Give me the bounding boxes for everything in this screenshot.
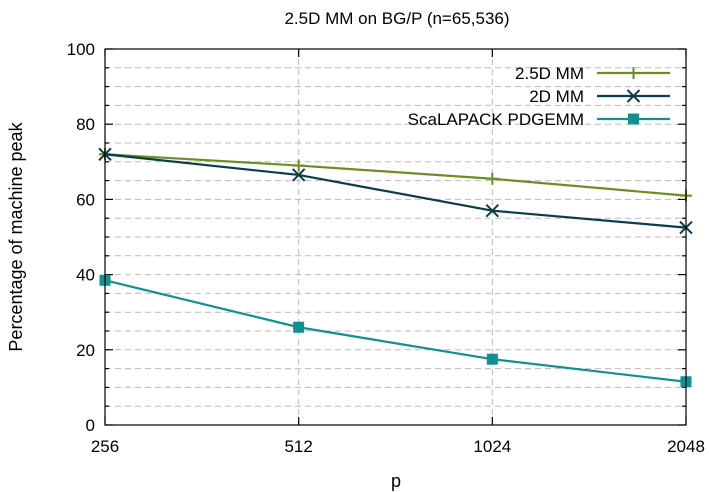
marker-plus — [486, 172, 499, 185]
chart-title: 2.5D MM on BG/P (n=65,536) — [284, 9, 509, 28]
y-axis-label: Percentage of machine peak — [6, 121, 26, 351]
marker-plus — [627, 67, 640, 79]
x-axis-label: p — [391, 471, 401, 491]
series-line-1 — [104, 153, 687, 229]
marker-cross-b — [626, 89, 641, 103]
x-tick-label: 1024 — [473, 437, 511, 456]
marker-cross-b — [291, 168, 306, 182]
y-tick-label: 40 — [76, 266, 95, 285]
x-tick-label: 512 — [284, 437, 312, 456]
series-line-0 — [104, 153, 687, 197]
marker-cross-b — [485, 203, 500, 218]
plot-frame — [104, 48, 687, 426]
legend-label-2: ScaLAPACK PDGEMM — [408, 110, 584, 129]
marker-square — [628, 113, 639, 125]
y-tick-label: 100 — [67, 40, 95, 59]
marker-square — [486, 353, 498, 365]
marker-square — [293, 321, 305, 333]
y-tick-label: 20 — [76, 341, 95, 360]
marker-cross — [626, 89, 641, 103]
marker-plus — [292, 159, 305, 172]
series-line-2 — [104, 279, 687, 383]
x-tick-label: 256 — [91, 437, 119, 456]
axes: 0 20 40 60 80 100 256 512 1024 2048 — [67, 40, 705, 456]
legend-label-1: 2D MM — [529, 87, 584, 106]
x-tick-label: 2048 — [667, 437, 705, 456]
legend: 2.5D MM 2D MM ScaLAPACK PDGEMM — [408, 64, 670, 129]
marker-cross — [291, 168, 306, 182]
series-layer — [98, 147, 693, 388]
legend-label-0: 2.5D MM — [515, 64, 584, 83]
grid — [105, 49, 686, 425]
y-tick-label: 60 — [76, 190, 95, 209]
marker-cross — [485, 203, 500, 218]
y-tick-label: 80 — [76, 115, 95, 134]
y-tick-label: 0 — [86, 416, 95, 435]
